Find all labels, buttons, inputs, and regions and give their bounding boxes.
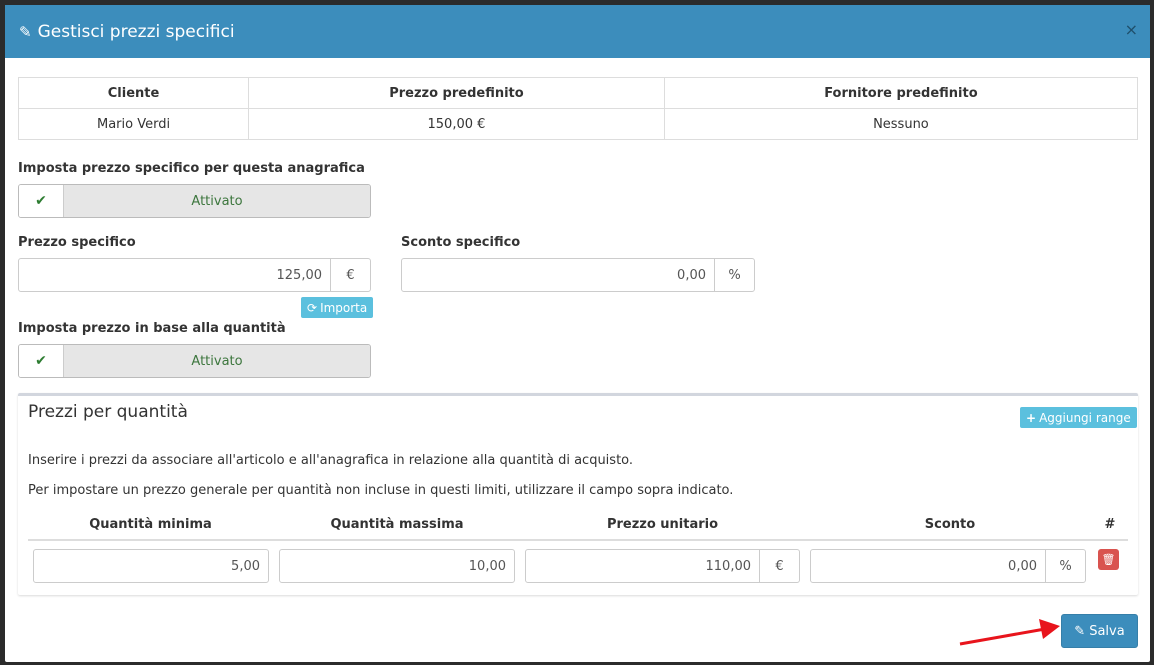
percent-addon: % (1045, 550, 1085, 582)
plus-icon: + (1026, 410, 1037, 425)
modal-title: Gestisci prezzi specifici (37, 21, 235, 42)
euro-addon: € (330, 259, 370, 291)
pencil-icon: ✎ (19, 22, 32, 41)
max-quantity-input[interactable] (280, 550, 514, 582)
modal: ✎ Gestisci prezzi specifici × Cliente Pr… (5, 5, 1150, 662)
sconto-input-group: % (401, 258, 755, 292)
importa-label: Importa (320, 300, 368, 315)
box-title: Prezzi per quantità (28, 402, 188, 422)
add-range-label: Aggiungi range (1039, 410, 1131, 425)
importa-button[interactable]: ⟳ Importa (301, 297, 374, 318)
prezzo-input[interactable] (19, 259, 330, 291)
box-text-1: Inserire i prezzi da associare all'artic… (28, 453, 634, 468)
table-row: Mario Verdi 150,00 € Nessuno (17, 108, 1139, 140)
save-button[interactable]: ✎ Salva (1061, 614, 1138, 648)
discount-input[interactable] (811, 550, 1045, 582)
header-price: Prezzo unitario (606, 517, 719, 532)
header-discount: Sconto (924, 517, 976, 532)
edit-icon: ✎ (1074, 623, 1086, 639)
max-input-group (279, 549, 515, 583)
specific-label: Imposta prezzo specifico per questa anag… (18, 161, 365, 176)
quantity-prices-box: Prezzi per quantità + Aggiungi range Ins… (18, 393, 1138, 595)
prezzo-input-group: € (18, 258, 371, 292)
header-max: Quantità massima (330, 517, 464, 532)
sconto-input[interactable] (402, 259, 714, 291)
modal-header: ✎ Gestisci prezzi specifici × (5, 5, 1150, 58)
cell-fornitore: Nessuno (663, 108, 1139, 140)
annotation-arrow (959, 619, 1060, 646)
save-label: Salva (1089, 623, 1125, 639)
close-button[interactable]: × (1124, 20, 1138, 39)
table-divider (28, 539, 1128, 541)
toggle-state: Attivato (64, 185, 370, 217)
min-input-group (33, 549, 269, 583)
discount-input-group: % (810, 549, 1086, 583)
quantity-toggle[interactable]: ✔ Attivato (18, 344, 371, 378)
specific-toggle[interactable]: ✔ Attivato (18, 184, 371, 218)
box-text-2: Per impostare un prezzo generale per qua… (28, 483, 734, 498)
header-prezzo: Prezzo predefinito (248, 77, 665, 109)
euro-addon: € (759, 550, 799, 582)
trash-icon: 🗑 (1101, 553, 1116, 566)
header-cliente: Cliente (17, 77, 250, 109)
cell-prezzo: 150,00 € (248, 108, 665, 140)
percent-addon: % (714, 259, 754, 291)
delete-row-button[interactable]: 🗑 (1098, 549, 1119, 570)
header-fornitore: Fornitore predefinito (663, 77, 1139, 109)
check-icon: ✔ (19, 345, 64, 377)
price-input-group: € (525, 549, 800, 583)
unit-price-input[interactable] (526, 550, 759, 582)
check-icon: ✔ (19, 185, 64, 217)
info-table: Cliente Prezzo predefinito Fornitore pre… (17, 77, 1139, 140)
sconto-label: Sconto specifico (401, 235, 521, 250)
refresh-icon: ⟳ (307, 300, 318, 315)
toggle-state: Attivato (64, 345, 370, 377)
quantity-label: Imposta prezzo in base alla quantità (18, 321, 286, 336)
cell-cliente: Mario Verdi (17, 108, 250, 140)
header-hash: # (1104, 517, 1116, 532)
prezzo-label: Prezzo specifico (18, 235, 136, 250)
add-range-button[interactable]: + Aggiungi range (1020, 407, 1137, 428)
header-min: Quantità minima (89, 517, 212, 532)
min-quantity-input[interactable] (34, 550, 268, 582)
